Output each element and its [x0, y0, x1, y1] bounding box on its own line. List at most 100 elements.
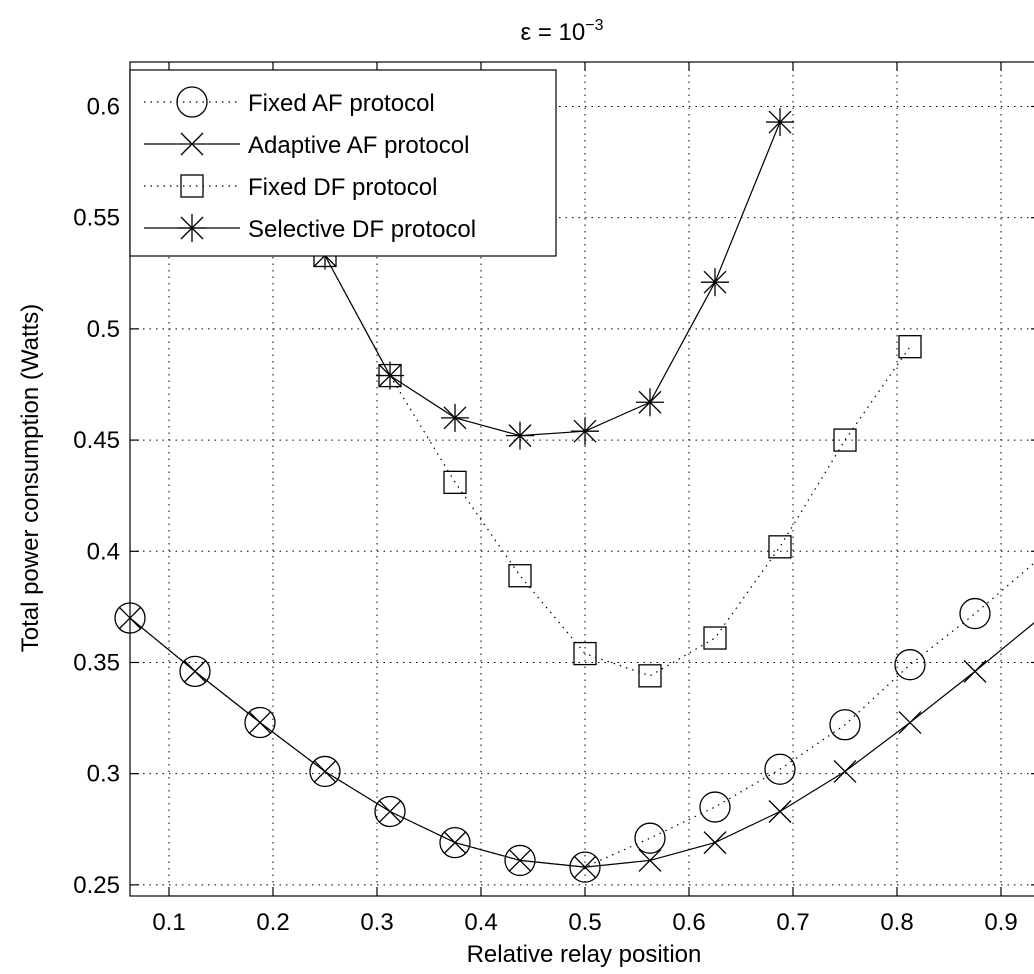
data-point-x: [248, 711, 272, 734]
data-point-x: [898, 711, 922, 734]
x-axis-label: Relative relay position: [467, 941, 702, 968]
marker-x-stroke: [703, 831, 727, 855]
legend-marker: [176, 86, 208, 118]
data-point-square: [768, 535, 792, 559]
marker-circle-shape: [244, 706, 276, 739]
marker-x-stroke: [638, 848, 662, 872]
y-tick-label: 0.4: [87, 538, 120, 565]
data-point-x: [833, 759, 857, 783]
y-tick-label: 0.3: [87, 761, 120, 788]
x-tick-label: 0.5: [568, 909, 601, 936]
data-point-x: [378, 800, 402, 823]
data-point-asterisk: [571, 417, 599, 446]
data-point-x: [638, 848, 662, 872]
data-point-circle: [179, 655, 211, 688]
marker-x-stroke: [898, 711, 922, 734]
legend-label: Selective DF protocol: [248, 216, 476, 243]
marker-square-shape: [508, 564, 532, 588]
y-tick-labels: 0.25 0.3 0.35 0.4 0.45 0.5 0.55 0.6: [73, 93, 120, 898]
marker-circle-shape: [894, 649, 926, 681]
series-line-0: [129, 562, 1034, 868]
x-tick-label: 0.7: [776, 909, 809, 936]
data-point-circle: [959, 597, 991, 630]
marker-circle-shape: [699, 791, 731, 823]
x-tick-label: 0.3: [360, 909, 393, 936]
legend: Fixed AF protocol Adaptive AF protocol Fix…: [129, 69, 557, 257]
legend-entries: Fixed AF protocol Adaptive AF protocol Fix…: [144, 86, 476, 243]
legend-box: [129, 69, 557, 257]
marker-x-stroke: [443, 831, 467, 855]
data-point-x: [703, 831, 727, 855]
data-point-asterisk: [376, 361, 404, 390]
data-point-circle: [374, 795, 406, 828]
data-point-circle: [569, 851, 601, 883]
chart-title-exponent: −3: [585, 17, 603, 34]
marker-x-stroke: [180, 132, 204, 156]
x-tick-label: 0.4: [464, 909, 497, 936]
marker-circle-shape: [309, 755, 341, 788]
x-tick-label: 0.9: [984, 909, 1017, 936]
data-point-circle: [309, 755, 341, 788]
data-point-square: [898, 335, 922, 359]
marker-circle-shape: [439, 826, 471, 859]
marker-x-stroke: [508, 848, 532, 872]
data-point-x: [183, 659, 207, 683]
marker-square-shape: [898, 335, 922, 359]
data-point-x: [443, 831, 467, 855]
data-point-x: [313, 759, 337, 783]
data-point-circle: [894, 649, 926, 681]
marker-circle-shape: [504, 844, 536, 877]
data-point-square: [443, 470, 467, 494]
chart-title: ε = 10−3: [521, 17, 604, 46]
y-tick-label: 0.6: [87, 93, 120, 120]
data-point-circle: [829, 709, 861, 741]
marker-circle-shape: [179, 655, 211, 688]
legend-marker: [178, 214, 206, 242]
x-tick-label: 0.6: [672, 909, 705, 936]
data-point-square: [508, 564, 532, 588]
data-point-circle: [504, 844, 536, 877]
marker-square-shape: [833, 428, 857, 452]
data-point-x: [508, 848, 532, 872]
x-tick-label: 0.2: [256, 909, 289, 936]
data-point-asterisk: [766, 108, 794, 137]
marker-x-stroke: [248, 711, 272, 734]
marker-square-shape: [703, 626, 727, 650]
data-point-square: [703, 626, 727, 650]
marker-circle-shape: [829, 709, 861, 741]
marker-square-shape: [768, 535, 792, 559]
y-tick-label: 0.45: [73, 427, 120, 454]
marker-x-stroke: [378, 800, 402, 823]
data-point-asterisk: [506, 421, 534, 450]
marker-x-stroke: [768, 800, 792, 823]
legend-marker: [180, 132, 204, 156]
marker-x-stroke: [313, 759, 337, 783]
y-tick-label: 0.25: [73, 872, 120, 899]
x-tick-label: 0.1: [152, 909, 185, 936]
marker-circle-shape: [176, 86, 208, 118]
data-point-circle: [439, 826, 471, 859]
x-tick-labels: 0.1 0.2 0.3 0.4 0.5 0.6 0.7 0.8 0.9: [152, 909, 1017, 936]
y-axis-label: Total power consumption (Watts): [17, 304, 44, 653]
marker-square-shape: [180, 174, 204, 198]
marker-circle-shape: [634, 822, 666, 854]
data-point-x: [768, 800, 792, 823]
y-tick-label: 0.5: [87, 316, 120, 343]
legend-label: Fixed DF protocol: [248, 174, 437, 201]
marker-square-shape: [573, 641, 597, 666]
data-point-x: [573, 855, 597, 879]
data-point-asterisk: [701, 268, 729, 297]
marker-square-shape: [638, 664, 662, 688]
marker-circle-shape: [959, 597, 991, 630]
marker-circle-shape: [374, 795, 406, 828]
marker-x-stroke: [573, 855, 597, 879]
data-point-circle: [634, 822, 666, 854]
marker-circle-shape: [569, 851, 601, 883]
marker-x-stroke: [183, 659, 207, 683]
data-point-circle: [764, 753, 796, 785]
y-tick-label: 0.55: [73, 205, 120, 232]
data-point-asterisk: [441, 403, 469, 432]
data-point-x: [963, 659, 987, 683]
data-point-square: [573, 641, 597, 666]
